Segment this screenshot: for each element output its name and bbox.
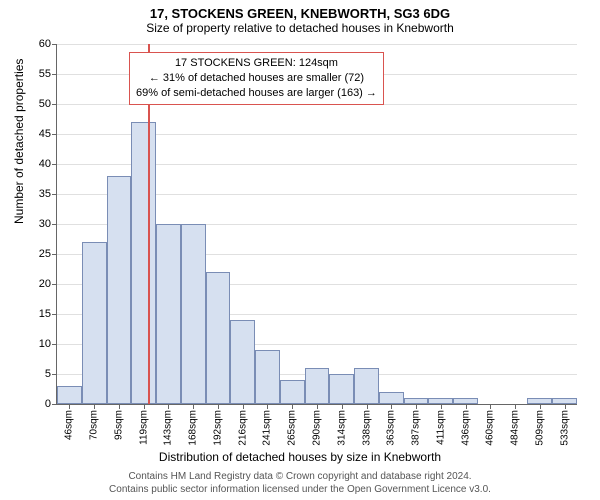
ytick-mark bbox=[52, 44, 57, 45]
ytick-mark bbox=[52, 374, 57, 375]
xtick-mark bbox=[317, 404, 318, 409]
ytick-mark bbox=[52, 164, 57, 165]
ytick-label: 15 bbox=[39, 308, 51, 320]
histogram-bar bbox=[255, 350, 280, 404]
xtick-label: 533sqm bbox=[559, 410, 570, 446]
xtick-label: 387sqm bbox=[411, 410, 422, 446]
xtick-mark bbox=[391, 404, 392, 409]
histogram-bar bbox=[131, 122, 156, 404]
histogram-bar bbox=[107, 176, 132, 404]
xtick-label: 363sqm bbox=[386, 410, 397, 446]
annotation-line3: 69% of semi-detached houses are larger (… bbox=[136, 86, 377, 101]
footer-line3: Contains public sector information licen… bbox=[0, 483, 600, 496]
ytick-mark bbox=[52, 104, 57, 105]
xtick-label: 119sqm bbox=[138, 410, 149, 445]
histogram-bar bbox=[379, 392, 404, 404]
xtick-mark bbox=[342, 404, 343, 409]
xtick-label: 290sqm bbox=[312, 410, 323, 446]
xtick-mark bbox=[168, 404, 169, 409]
annotation-box: 17 STOCKENS GREEN: 124sqm ← 31% of detac… bbox=[129, 52, 384, 105]
histogram-bar bbox=[329, 374, 354, 404]
ytick-label: 40 bbox=[39, 158, 51, 170]
xtick-mark bbox=[144, 404, 145, 409]
ytick-label: 50 bbox=[39, 98, 51, 110]
xtick-label: 484sqm bbox=[510, 410, 521, 446]
xtick-mark bbox=[292, 404, 293, 409]
xtick-label: 314sqm bbox=[336, 410, 347, 446]
ytick-mark bbox=[52, 314, 57, 315]
histogram-bar bbox=[82, 242, 107, 404]
xtick-label: 143sqm bbox=[163, 410, 174, 446]
chart-subtitle: Size of property relative to detached ho… bbox=[0, 21, 600, 37]
ytick-mark bbox=[52, 74, 57, 75]
histogram-bar bbox=[206, 272, 231, 404]
xtick-mark bbox=[565, 404, 566, 409]
y-axis-label: Number of detached properties bbox=[12, 59, 26, 224]
ytick-label: 30 bbox=[39, 218, 51, 230]
xtick-label: 241sqm bbox=[262, 410, 273, 446]
ytick-label: 5 bbox=[45, 368, 51, 380]
ytick-mark bbox=[52, 254, 57, 255]
ytick-label: 10 bbox=[39, 338, 51, 350]
footer-line1: Contains HM Land Registry data © Crown c… bbox=[0, 470, 600, 483]
annotation-line1: 17 STOCKENS GREEN: 124sqm bbox=[136, 56, 377, 71]
xtick-mark bbox=[416, 404, 417, 409]
grid-line bbox=[57, 44, 577, 45]
xtick-mark bbox=[218, 404, 219, 409]
ytick-mark bbox=[52, 284, 57, 285]
xtick-label: 509sqm bbox=[534, 410, 545, 446]
xtick-label: 265sqm bbox=[287, 410, 298, 446]
histogram-bar bbox=[305, 368, 330, 404]
ytick-label: 55 bbox=[39, 68, 51, 80]
ytick-label: 45 bbox=[39, 128, 51, 140]
histogram-bar bbox=[354, 368, 379, 404]
annotation-line2: ← 31% of detached houses are smaller (72… bbox=[136, 71, 377, 86]
xtick-mark bbox=[94, 404, 95, 409]
xtick-label: 168sqm bbox=[188, 410, 199, 446]
xtick-label: 411sqm bbox=[435, 410, 446, 445]
xtick-mark bbox=[515, 404, 516, 409]
ytick-label: 60 bbox=[39, 38, 51, 50]
x-axis-label: Distribution of detached houses by size … bbox=[0, 450, 600, 464]
chart-title: 17, STOCKENS GREEN, KNEBWORTH, SG3 6DG bbox=[0, 0, 600, 21]
ytick-label: 0 bbox=[45, 398, 51, 410]
xtick-mark bbox=[119, 404, 120, 409]
xtick-label: 216sqm bbox=[237, 410, 248, 446]
histogram-bar bbox=[156, 224, 181, 404]
ytick-mark bbox=[52, 404, 57, 405]
xtick-mark bbox=[466, 404, 467, 409]
xtick-label: 46sqm bbox=[64, 410, 75, 440]
xtick-mark bbox=[441, 404, 442, 409]
histogram-bar bbox=[57, 386, 82, 404]
ytick-label: 25 bbox=[39, 248, 51, 260]
xtick-label: 436sqm bbox=[460, 410, 471, 446]
histogram-bar bbox=[181, 224, 206, 404]
xtick-mark bbox=[540, 404, 541, 409]
histogram-bar bbox=[230, 320, 255, 404]
xtick-label: 70sqm bbox=[89, 410, 100, 440]
ytick-mark bbox=[52, 194, 57, 195]
xtick-mark bbox=[193, 404, 194, 409]
xtick-mark bbox=[267, 404, 268, 409]
footer-attribution: Contains HM Land Registry data © Crown c… bbox=[0, 470, 600, 496]
xtick-mark bbox=[243, 404, 244, 409]
xtick-label: 192sqm bbox=[212, 410, 223, 446]
ytick-mark bbox=[52, 344, 57, 345]
xtick-mark bbox=[69, 404, 70, 409]
xtick-label: 95sqm bbox=[113, 410, 124, 440]
xtick-mark bbox=[490, 404, 491, 409]
chart-plot-area: 05101520253035404550556046sqm70sqm95sqm1… bbox=[56, 44, 577, 405]
chart-container: 17, STOCKENS GREEN, KNEBWORTH, SG3 6DG S… bbox=[0, 0, 600, 500]
histogram-bar bbox=[280, 380, 305, 404]
xtick-label: 338sqm bbox=[361, 410, 372, 446]
ytick-label: 20 bbox=[39, 278, 51, 290]
ytick-label: 35 bbox=[39, 188, 51, 200]
ytick-mark bbox=[52, 224, 57, 225]
xtick-label: 460sqm bbox=[485, 410, 496, 446]
ytick-mark bbox=[52, 134, 57, 135]
xtick-mark bbox=[367, 404, 368, 409]
